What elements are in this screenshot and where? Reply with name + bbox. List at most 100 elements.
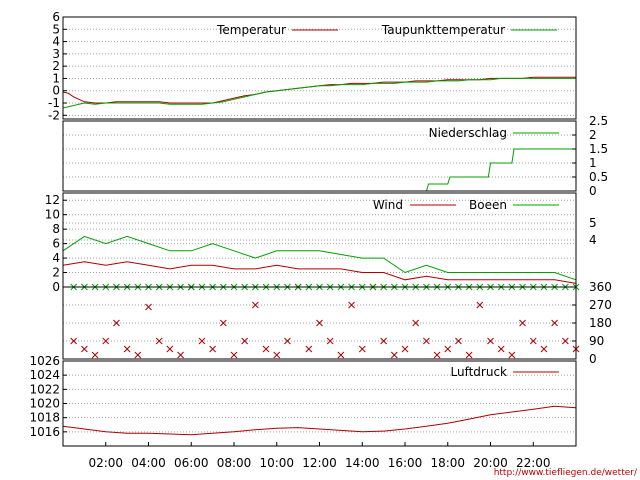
y-tick-label-pressure: 1020	[29, 397, 60, 411]
x-tick-label: 20:00	[473, 456, 508, 470]
y-tick-label-wind_direction: 90	[589, 334, 604, 348]
y-tick-label-wind: 6	[52, 237, 60, 251]
y-tick-label-precipitation: 0	[589, 184, 597, 198]
legend-label-taupunkttemperatur: Taupunkttemperatur	[381, 23, 505, 37]
scatter-point	[81, 345, 88, 353]
panel-frame-temperature	[62, 16, 577, 120]
scatter-point	[455, 337, 462, 345]
scatter-point	[401, 345, 409, 353]
scatter-point	[134, 351, 142, 359]
scatter-point	[262, 345, 270, 353]
scatter-point	[465, 351, 473, 359]
y-tick-label-pressure: 1026	[29, 354, 60, 368]
legend-label-luftdruck: Luftdruck	[450, 365, 507, 379]
legend-precipitation: Niederschlag	[429, 126, 559, 140]
series-line-luftdruck	[62, 405, 577, 436]
scatter-point	[252, 301, 259, 309]
scatter-point	[519, 319, 526, 327]
scatter-point	[102, 337, 110, 345]
scatter-point	[219, 319, 227, 327]
x-tick-label: 10:00	[259, 456, 294, 470]
scatter-point	[348, 301, 355, 309]
scatter-point	[70, 337, 78, 345]
scatter-point	[476, 301, 484, 309]
scatter-point	[155, 337, 163, 345]
y-tick-label-wind: 2	[52, 266, 60, 280]
y-tick-label-precipitation: 1.5	[589, 142, 608, 156]
y-tick-label-wind: 8	[52, 222, 60, 236]
x-tick-label: 22:00	[516, 456, 551, 470]
x-tick-label: 02:00	[88, 456, 123, 470]
legend-label-niederschlag: Niederschlag	[429, 126, 507, 140]
y-tick-label-wind_direction: 270	[589, 298, 612, 312]
y2-tick-label-wind: 5	[589, 216, 597, 230]
scatter-point	[166, 345, 174, 353]
scatter-point	[412, 319, 420, 327]
y-tick-label-wind_direction: 360	[589, 280, 612, 294]
scatter-point	[284, 337, 291, 345]
y-tick-label-wind: 10	[45, 208, 60, 222]
scatter-point	[497, 345, 505, 353]
y-tick-label-pressure: 1022	[29, 382, 60, 396]
y-tick-label-wind_direction: 0	[589, 352, 597, 366]
scatter-point	[508, 351, 516, 359]
series-line-taupunkttemperatur	[62, 77, 576, 109]
scatter-point	[380, 337, 387, 345]
y-tick-label-wind: 12	[45, 193, 60, 207]
y-tick-label-temperature: 3	[52, 47, 60, 61]
scatter-point	[91, 351, 99, 359]
scatter-point	[551, 319, 558, 327]
x-tick-label: 12:00	[302, 456, 337, 470]
y-tick-label-temperature: 2	[52, 59, 60, 73]
scatter-point	[241, 337, 249, 345]
scatter-point	[326, 337, 334, 345]
y-tick-label-wind: 0	[52, 280, 60, 294]
y-tick-label-precipitation: 1	[589, 156, 597, 170]
y-tick-label-precipitation: 0.5	[589, 170, 608, 184]
x-tick-label: 04:00	[131, 456, 166, 470]
x-tick-label: 14:00	[345, 456, 380, 470]
y-tick-label-pressure: 1018	[29, 411, 60, 425]
y-tick-label-precipitation: 2.5	[589, 114, 608, 128]
scatter-point	[209, 345, 216, 353]
y-tick-label-temperature: -2	[48, 108, 60, 122]
series-line-niederschlag	[411, 148, 576, 192]
scatter-point	[230, 351, 238, 359]
y-tick-label-temperature: 5	[52, 22, 60, 36]
frames-layer	[62, 16, 577, 447]
x-tick-label: 06:00	[174, 456, 209, 470]
scatter-point	[316, 319, 323, 327]
legend-label-temperatur: Temperatur	[216, 23, 286, 37]
panel-frame-precipitation	[62, 120, 577, 192]
scatter-point	[123, 345, 131, 353]
legend-pressure: Luftdruck	[450, 365, 559, 379]
series-line-temperatur	[62, 76, 576, 104]
series-line-wind	[62, 261, 577, 284]
source-url: http://www.tiefliegen.de/wetter/	[494, 468, 638, 478]
legend-label-wind: Wind	[373, 198, 403, 212]
x-tick-label: 18:00	[430, 456, 465, 470]
scatter-point	[113, 319, 120, 327]
y-tick-label-temperature: 4	[52, 35, 60, 49]
y-tick-label-temperature: 0	[52, 84, 60, 98]
scatter-point	[145, 303, 152, 311]
x-tick-label: 16:00	[388, 456, 423, 470]
y-tick-label-pressure: 1016	[29, 425, 60, 439]
scatter-point	[433, 351, 441, 359]
x-tick-label: 08:00	[217, 456, 252, 470]
scatter-point	[540, 345, 548, 353]
scatter-point	[337, 351, 345, 359]
y2-tick-label-wind: 4	[589, 233, 597, 247]
scatter-point	[198, 337, 206, 345]
scatter-point	[305, 345, 313, 353]
scatter-point	[358, 345, 366, 353]
scatter-point	[423, 337, 430, 345]
scatter-point	[529, 337, 537, 345]
y-tick-label-temperature: 6	[52, 10, 60, 24]
scatter-point	[273, 351, 281, 359]
scatter-point	[444, 345, 452, 353]
scatter-series-wind_direction-red	[70, 283, 580, 359]
scatter-point	[177, 351, 184, 359]
